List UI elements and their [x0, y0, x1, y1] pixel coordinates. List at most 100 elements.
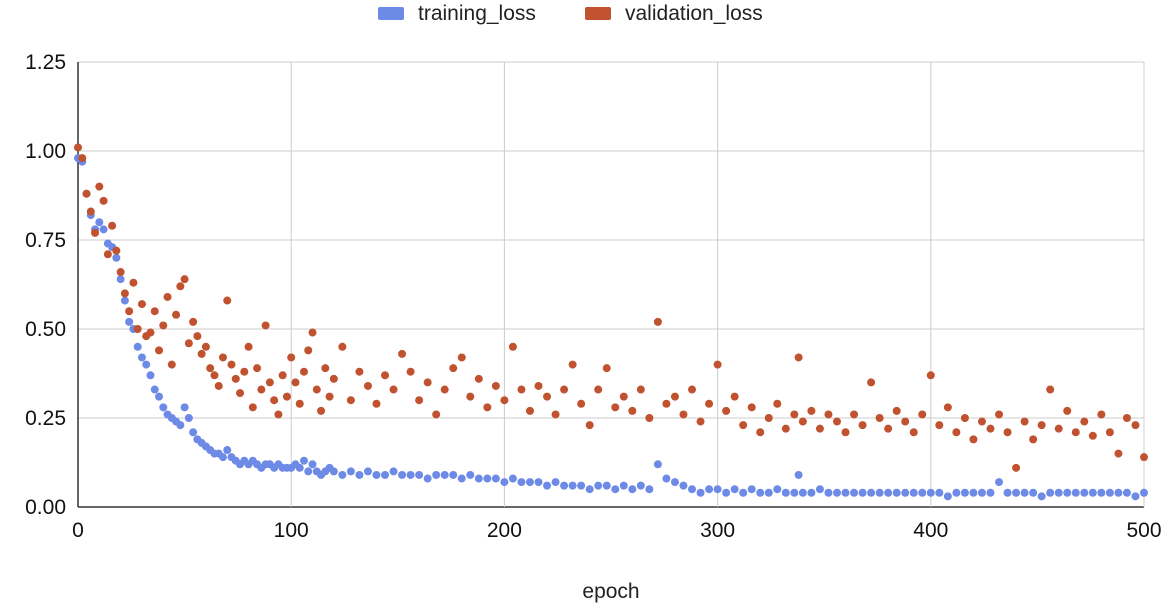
validation-loss-point: [214, 381, 223, 390]
x-tick-label: 500: [1126, 519, 1161, 542]
validation-loss-point: [713, 360, 722, 369]
validation-loss-point: [483, 403, 492, 412]
training-loss-point: [99, 225, 108, 234]
validation-loss-point: [952, 428, 961, 437]
training-loss-point: [440, 470, 449, 479]
training-loss-point: [602, 481, 611, 490]
validation-loss-point: [824, 410, 833, 419]
training-loss-point: [295, 463, 304, 472]
validation-loss-point: [884, 424, 893, 433]
validation-loss-point: [1054, 424, 1063, 433]
validation-loss-point: [1080, 417, 1089, 426]
training-loss-point: [926, 488, 935, 497]
training-loss-point: [986, 488, 995, 497]
training-loss-point: [841, 488, 850, 497]
validation-loss-point: [645, 414, 654, 422]
validation-loss-point: [841, 428, 850, 437]
training-loss-point: [525, 478, 534, 487]
validation-loss-point: [594, 385, 603, 394]
training-loss-point: [568, 481, 577, 490]
training-loss-point: [155, 392, 164, 401]
validation-loss-point: [223, 296, 232, 305]
validation-loss-point: [184, 339, 193, 348]
x-axis-title: epoch: [582, 580, 639, 603]
x-axis-ticks: 0 100 200 300 400 500: [72, 519, 1161, 542]
validation-loss-point: [1071, 428, 1080, 437]
training-loss-point: [705, 485, 714, 494]
validation-loss-point: [688, 385, 697, 394]
training-loss-point: [977, 488, 986, 497]
validation-loss-point: [1097, 410, 1106, 419]
training-loss-point: [150, 385, 159, 394]
training-loss-point: [824, 488, 833, 497]
training-loss-point: [1080, 488, 1089, 497]
validation-loss-point: [602, 364, 611, 373]
validation-loss-point: [1029, 435, 1038, 444]
y-tick-label: 1.00: [25, 140, 66, 163]
validation-loss-point: [790, 410, 799, 419]
training-loss-point: [338, 470, 347, 479]
validation-loss-point: [491, 381, 500, 390]
training-loss-point: [892, 488, 901, 497]
validation-loss-point: [227, 360, 236, 369]
training-loss-point: [850, 488, 859, 497]
training-loss-point: [995, 478, 1004, 487]
training-loss-point: [747, 485, 756, 494]
validation-loss-point: [167, 360, 176, 369]
validation-loss-point: [91, 228, 100, 237]
training-loss-point: [696, 488, 705, 497]
training-loss-point: [713, 485, 722, 494]
training-loss-point: [594, 481, 603, 490]
training-loss-point: [815, 485, 824, 494]
training-loss-point: [764, 488, 773, 497]
validation-loss-point: [108, 221, 117, 230]
y-tick-label: 0.25: [25, 407, 66, 430]
validation-loss-point: [125, 307, 134, 316]
validation-loss-point: [244, 342, 253, 351]
validation-loss-point: [619, 392, 628, 401]
validation-loss-point: [611, 403, 620, 412]
validation-loss-point: [99, 196, 108, 205]
training-loss-point: [918, 488, 927, 497]
training-loss-point: [1131, 492, 1140, 501]
validation-loss-point: [423, 378, 432, 387]
validation-loss-point: [1003, 428, 1012, 437]
x-tick-label: 100: [274, 519, 309, 542]
training-loss-point: [363, 467, 372, 476]
training-loss-point: [176, 421, 185, 430]
training-loss-point: [969, 488, 978, 497]
data-points: [74, 143, 1148, 501]
validation-loss-point: [299, 367, 308, 376]
validation-loss-point: [206, 364, 215, 373]
training-loss-point: [133, 342, 142, 351]
y-tick-label: 0.00: [25, 496, 66, 519]
training-loss-point: [909, 488, 918, 497]
training-loss-point: [858, 488, 867, 497]
validation-loss-point: [628, 406, 637, 415]
validation-loss-point: [398, 349, 407, 358]
training-loss-point: [867, 488, 876, 497]
validation-loss-point: [696, 417, 705, 426]
validation-loss-point: [1037, 421, 1046, 430]
training-loss-point: [184, 414, 193, 422]
validation-loss-point: [176, 282, 185, 291]
training-loss-point: [1029, 488, 1038, 497]
validation-loss-point: [918, 410, 927, 419]
validation-loss-point: [415, 396, 424, 405]
validation-loss-point: [730, 392, 739, 401]
training-loss-point: [935, 488, 944, 497]
validation-loss-point: [1020, 417, 1029, 426]
validation-loss-point: [794, 353, 803, 362]
validation-loss-point: [312, 385, 321, 394]
validation-loss-point: [960, 414, 969, 422]
validation-loss-point: [679, 410, 688, 419]
validation-loss-point: [325, 392, 334, 401]
training-loss-point: [543, 481, 552, 490]
training-loss-point: [432, 470, 441, 479]
y-tick-label: 1.25: [25, 51, 66, 74]
validation-loss-point: [653, 317, 662, 326]
training-loss-point: [415, 470, 424, 479]
training-loss-point: [807, 488, 816, 497]
training-loss-point: [381, 470, 390, 479]
training-loss-point: [218, 453, 227, 462]
